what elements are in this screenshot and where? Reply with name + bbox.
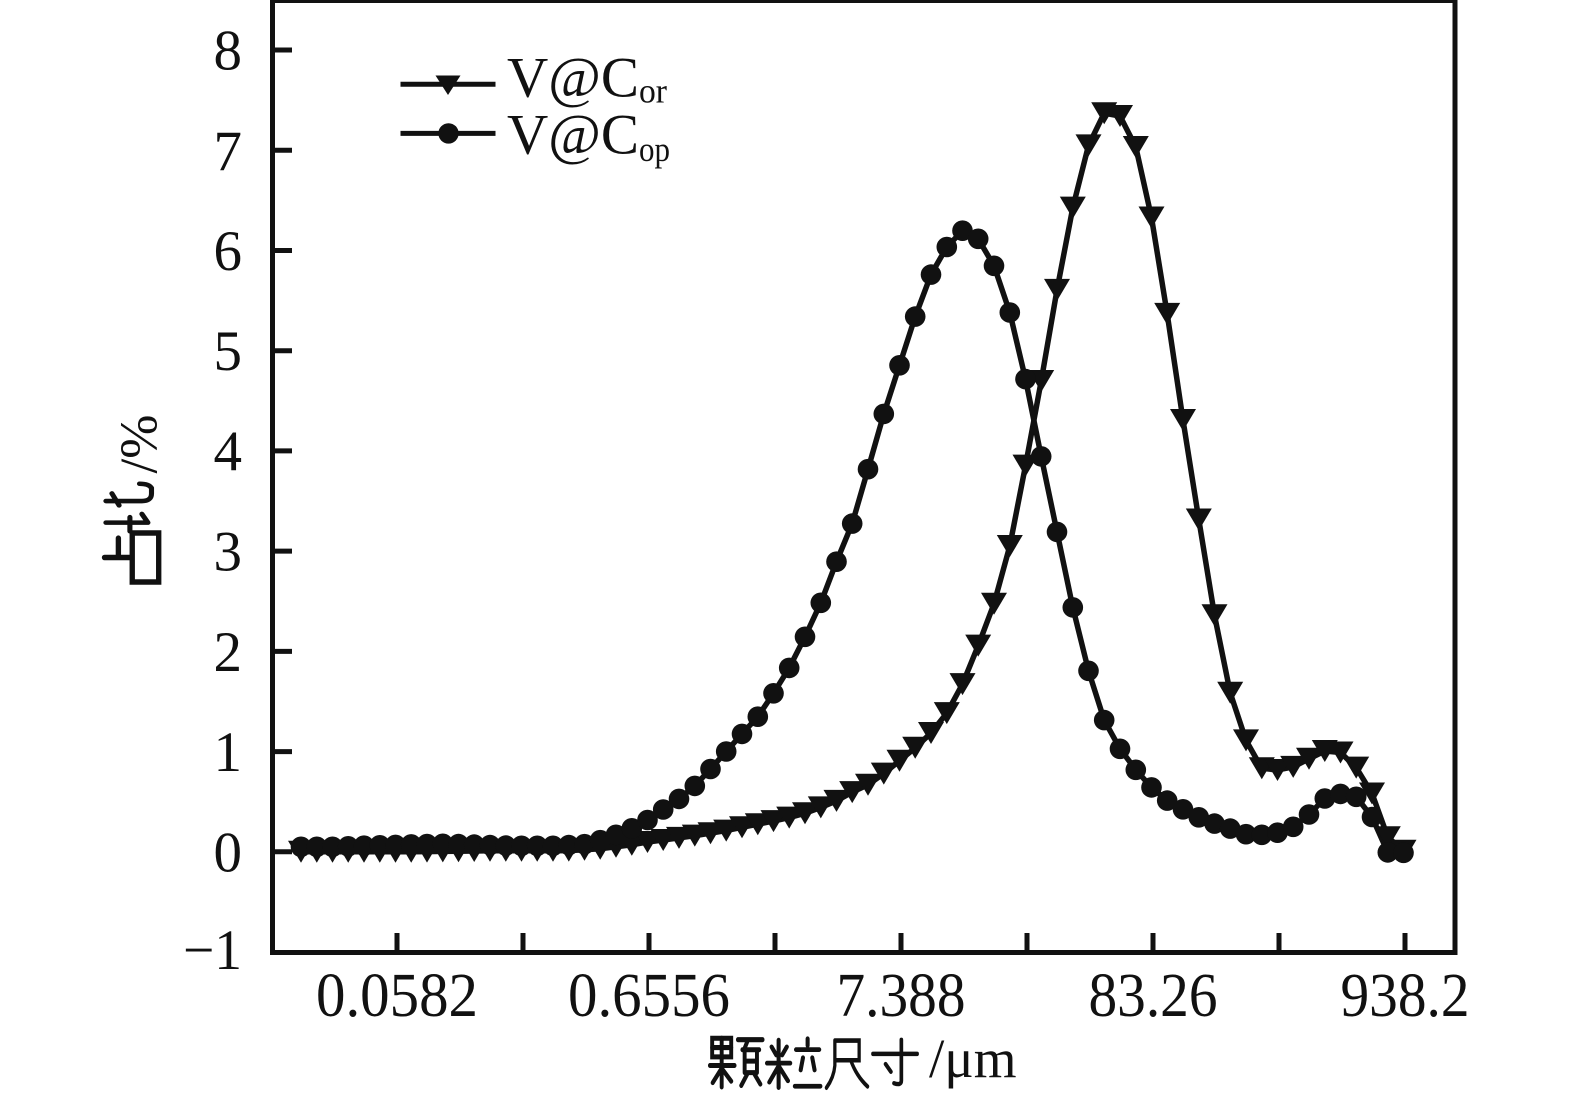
svg-text:op: op bbox=[639, 130, 670, 169]
svg-text:3: 3 bbox=[214, 521, 243, 584]
svg-text:83.26: 83.26 bbox=[1089, 962, 1218, 1030]
svg-text:or: or bbox=[639, 72, 667, 111]
svg-text:V@C: V@C bbox=[507, 103, 639, 166]
svg-text:1: 1 bbox=[214, 721, 243, 784]
svg-text:V@C: V@C bbox=[507, 47, 639, 110]
svg-text:7.388: 7.388 bbox=[837, 962, 966, 1030]
svg-text:5: 5 bbox=[214, 320, 243, 383]
svg-text:6: 6 bbox=[214, 220, 243, 283]
svg-text:938.2: 938.2 bbox=[1341, 962, 1470, 1030]
svg-text:2: 2 bbox=[214, 621, 243, 684]
svg-text:/μm: /μm bbox=[929, 1028, 1017, 1089]
svg-text:7: 7 bbox=[214, 120, 243, 183]
svg-text:−1: −1 bbox=[183, 919, 242, 982]
svg-text:0.0582: 0.0582 bbox=[316, 962, 478, 1030]
svg-text:0.6556: 0.6556 bbox=[568, 962, 730, 1030]
svg-text:0: 0 bbox=[214, 821, 243, 884]
svg-text:8: 8 bbox=[214, 20, 243, 83]
svg-text:4: 4 bbox=[214, 420, 243, 483]
svg-text:/%: /% bbox=[111, 415, 169, 474]
